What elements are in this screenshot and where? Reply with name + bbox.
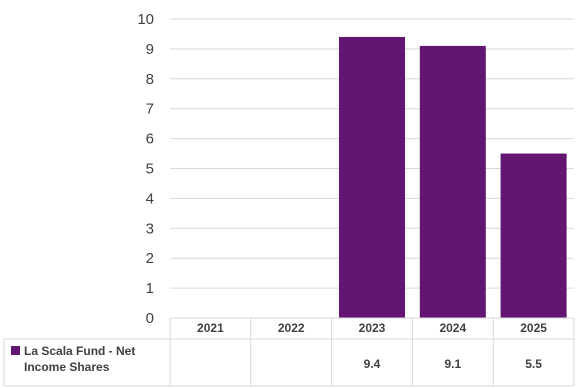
y-tick-label: 4 xyxy=(146,190,154,207)
legend-swatch xyxy=(11,346,20,355)
y-tick-label: 5 xyxy=(146,161,154,178)
x-tick-label: 2021 xyxy=(197,321,224,335)
y-tick-label: 10 xyxy=(137,11,154,28)
bars xyxy=(339,36,567,318)
legend-label-line: La Scala Fund - Net xyxy=(24,344,135,358)
y-tick-label: 1 xyxy=(146,280,154,297)
y-tick-label: 3 xyxy=(146,220,154,237)
y-tick-label: 8 xyxy=(146,71,154,88)
legend-label-line: Income Shares xyxy=(24,360,110,374)
x-tick-label: 2023 xyxy=(359,321,386,335)
bar-2023 xyxy=(339,36,405,318)
data-label: 9.1 xyxy=(444,357,461,371)
y-axis-tick-labels: 0 1 2 3 4 5 6 7 8 9 10 xyxy=(137,11,154,327)
bar-2024 xyxy=(419,45,486,318)
y-tick-label: 6 xyxy=(146,131,154,148)
legend-label: La Scala Fund - Net Income Shares xyxy=(24,344,135,374)
y-tick-label: 0 xyxy=(146,310,154,327)
y-tick-label: 2 xyxy=(146,250,154,267)
data-table: 2021 2022 2023 2024 2025 La Scala Fund - Net I… xyxy=(3,317,575,387)
x-tick-label: 2022 xyxy=(278,321,305,335)
bar-2025 xyxy=(500,153,567,318)
y-tick-label: 7 xyxy=(146,101,154,118)
x-tick-label: 2024 xyxy=(439,321,466,335)
data-label: 5.5 xyxy=(525,357,542,371)
data-label: 9.4 xyxy=(364,357,381,371)
x-tick-label: 2025 xyxy=(520,321,547,335)
y-tick-label: 9 xyxy=(146,41,154,58)
